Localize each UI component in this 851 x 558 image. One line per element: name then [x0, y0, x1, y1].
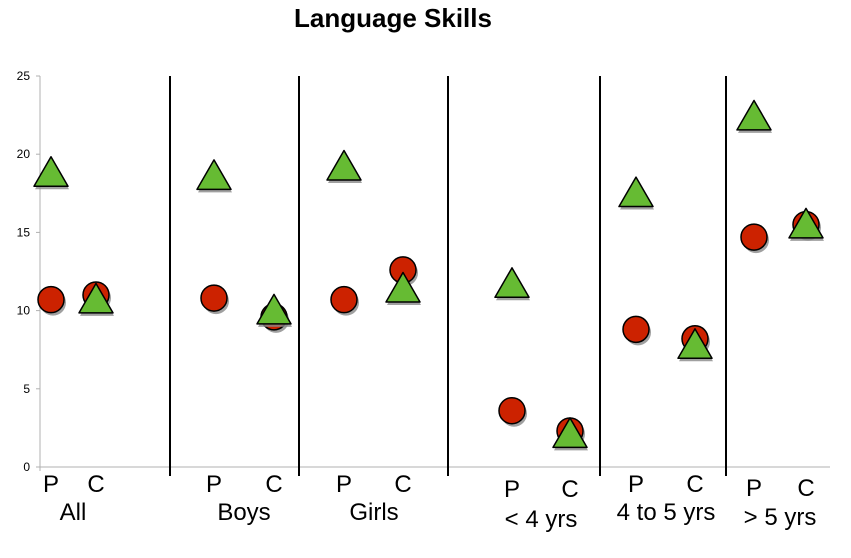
triangle-marker: [33, 156, 69, 190]
y-tick-label: 5: [23, 382, 30, 396]
x-tick-label: C: [561, 476, 578, 503]
triangle-marker: [677, 328, 713, 362]
x-tick-label: P: [628, 471, 644, 498]
x-tick-label: P: [746, 475, 762, 502]
y-tick-label: 25: [17, 69, 31, 83]
group-label: 4 to 5 yrs: [617, 499, 716, 526]
triangle-marker: [736, 99, 772, 133]
y-tick-labels: 0 5 10 15 20 25: [17, 69, 40, 474]
triangle-marker: [788, 207, 824, 241]
circle-marker: [330, 285, 359, 316]
group-dividers: [169, 76, 727, 476]
circle-marker: [498, 396, 527, 427]
group-label: > 5 yrs: [744, 504, 817, 531]
x-tick-label: P: [206, 471, 222, 498]
y-tick-label: 10: [17, 304, 31, 318]
triangle-marker: [256, 293, 292, 327]
circle-marker: [37, 285, 66, 316]
triangle-marker: [618, 176, 654, 210]
x-tick-label: P: [504, 476, 520, 503]
x-tick-label: C: [797, 475, 814, 502]
triangle-marker: [552, 417, 588, 451]
y-tick-label: 0: [23, 460, 30, 474]
x-tick-label: P: [43, 471, 59, 498]
axes: [39, 76, 830, 471]
circle-marker: [740, 223, 769, 254]
x-tick-label: C: [87, 471, 104, 498]
group-label: Boys: [217, 499, 270, 526]
triangle-marker: [78, 282, 114, 316]
x-tick-label: C: [394, 471, 411, 498]
y-tick-label: 20: [17, 147, 31, 161]
data-markers: [33, 99, 824, 451]
triangle-marker: [326, 149, 362, 183]
triangle-marker: [196, 159, 232, 193]
x-tick-label: C: [686, 471, 703, 498]
x-tick-label: P: [336, 471, 352, 498]
group-label: < 4 yrs: [505, 506, 578, 533]
group-label: Girls: [349, 499, 398, 526]
chart-title: Language Skills: [294, 3, 492, 33]
circle-marker: [622, 315, 651, 346]
y-tick-label: 15: [17, 225, 31, 239]
triangle-marker: [494, 267, 530, 301]
group-label: All: [60, 499, 87, 526]
triangle-marker: [385, 271, 421, 305]
circle-marker: [200, 284, 229, 315]
x-tick-label: C: [265, 471, 282, 498]
group-labels: All Boys Girls < 4 yrs 4 to 5 yrs > 5 yrs: [60, 499, 817, 533]
